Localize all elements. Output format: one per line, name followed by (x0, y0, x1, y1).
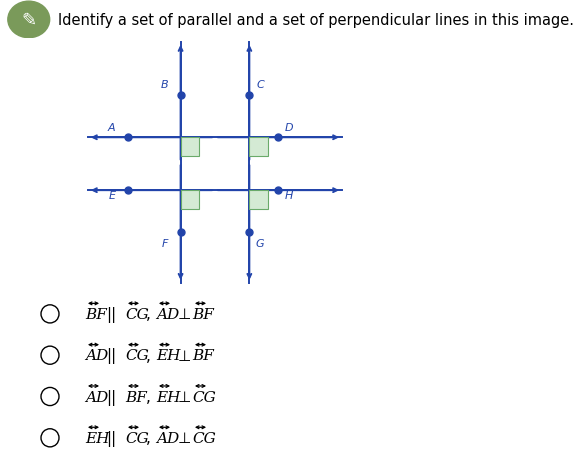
Bar (181, 138, 199, 156)
Text: D: D (285, 122, 293, 132)
Text: AD: AD (85, 349, 108, 363)
Text: H: H (285, 191, 293, 201)
Text: CG: CG (125, 349, 149, 363)
Text: EH: EH (156, 390, 180, 404)
Text: ⊥: ⊥ (178, 431, 191, 445)
Text: ,: , (146, 431, 151, 445)
Text: B: B (161, 80, 168, 90)
Text: BF: BF (125, 390, 147, 404)
Text: BF: BF (192, 349, 214, 363)
Bar (181, 191, 199, 209)
Text: AD: AD (85, 390, 108, 404)
Text: F: F (162, 238, 168, 249)
Text: ⊥: ⊥ (178, 389, 191, 404)
Text: E: E (108, 191, 115, 201)
Text: ⊥: ⊥ (178, 348, 191, 363)
Text: ⊥: ⊥ (178, 307, 191, 322)
Text: AD: AD (156, 307, 180, 321)
Text: Identify a set of parallel and a set of perpendicular lines in this image.: Identify a set of parallel and a set of … (58, 13, 574, 28)
Text: CG: CG (125, 307, 149, 321)
Text: A: A (108, 122, 116, 132)
Text: ||: || (106, 430, 116, 446)
Text: EH: EH (156, 349, 180, 363)
Text: BF: BF (192, 307, 214, 321)
Text: AD: AD (156, 431, 180, 445)
Text: C: C (256, 80, 264, 90)
Text: CG: CG (125, 431, 149, 445)
Text: ||: || (106, 347, 116, 363)
Text: EH: EH (85, 431, 109, 445)
Text: CG: CG (192, 390, 216, 404)
Text: ✎: ✎ (21, 12, 37, 29)
Text: ||: || (106, 306, 116, 322)
Text: BF: BF (85, 307, 107, 321)
Bar (249, 191, 268, 209)
Bar (249, 138, 268, 156)
Text: ,: , (146, 348, 151, 363)
Text: G: G (256, 238, 264, 249)
Text: CG: CG (192, 431, 216, 445)
Circle shape (8, 2, 50, 38)
Text: ,: , (146, 307, 151, 322)
Text: ,: , (146, 389, 151, 404)
Text: ||: || (106, 388, 116, 405)
